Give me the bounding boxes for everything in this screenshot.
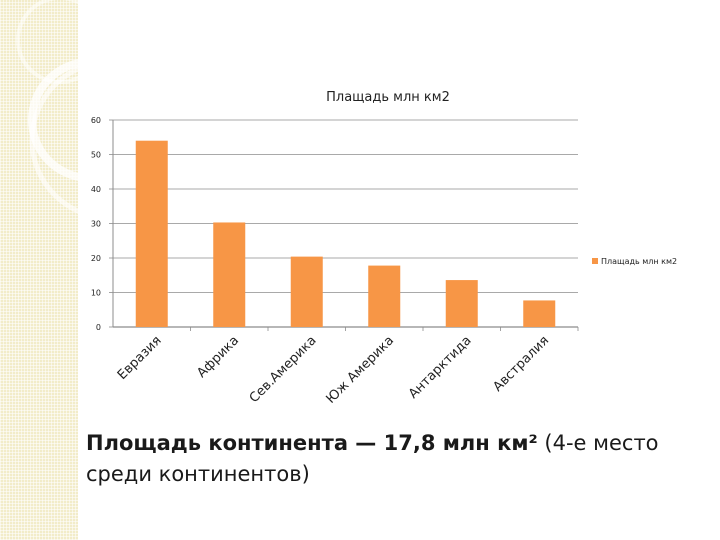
bar: [445, 280, 478, 327]
y-tick-label: 20: [91, 254, 101, 263]
decorative-circles-icon: [16, 0, 78, 214]
caption-regular-text: (4-е место среди континентов): [86, 431, 659, 486]
y-tick-label: 50: [91, 151, 101, 160]
bar: [523, 300, 556, 327]
slide-caption: Площадь континента — 17,8 млн км² (4-е м…: [86, 428, 706, 490]
y-tick-label: 0: [96, 323, 101, 332]
bar: [290, 256, 323, 327]
x-tick-label: Африка: [194, 333, 242, 381]
bars: [135, 140, 556, 327]
bar: [135, 140, 168, 327]
x-tick-label: Евразия: [115, 333, 165, 383]
y-tick-label: 30: [91, 220, 101, 229]
chart-title: Плащадь млн км2: [326, 90, 450, 105]
x-tick-label: Юж Америка: [323, 333, 397, 407]
grid-lines: [109, 119, 579, 331]
x-tick-label: Австралия: [491, 333, 553, 395]
legend: Плащадь млн км2: [592, 257, 677, 266]
bar-chart: Плащадь млн км2 0 10 20 30 40 50 60 Евразия Афр…: [91, 90, 677, 407]
y-tick-label: 10: [91, 289, 101, 298]
y-axis-ticks: 0 10 20 30 40 50 60: [91, 116, 101, 332]
caption-bold-text: Площадь континента — 17,8 млн км²: [86, 431, 538, 455]
legend-swatch: [592, 258, 598, 264]
legend-label: Плащадь млн км2: [601, 257, 677, 266]
x-tick-label: Антарктида: [406, 333, 475, 402]
y-tick-label: 40: [91, 185, 101, 194]
x-tick-label: Сев.Америка: [247, 333, 320, 406]
decorative-side-strip: [0, 0, 78, 540]
y-tick-label: 60: [91, 116, 101, 125]
bar: [213, 222, 246, 327]
bar: [368, 265, 401, 327]
x-axis-labels: Евразия Африка Сев.Америка Юж Америка Антарк…: [115, 333, 552, 407]
